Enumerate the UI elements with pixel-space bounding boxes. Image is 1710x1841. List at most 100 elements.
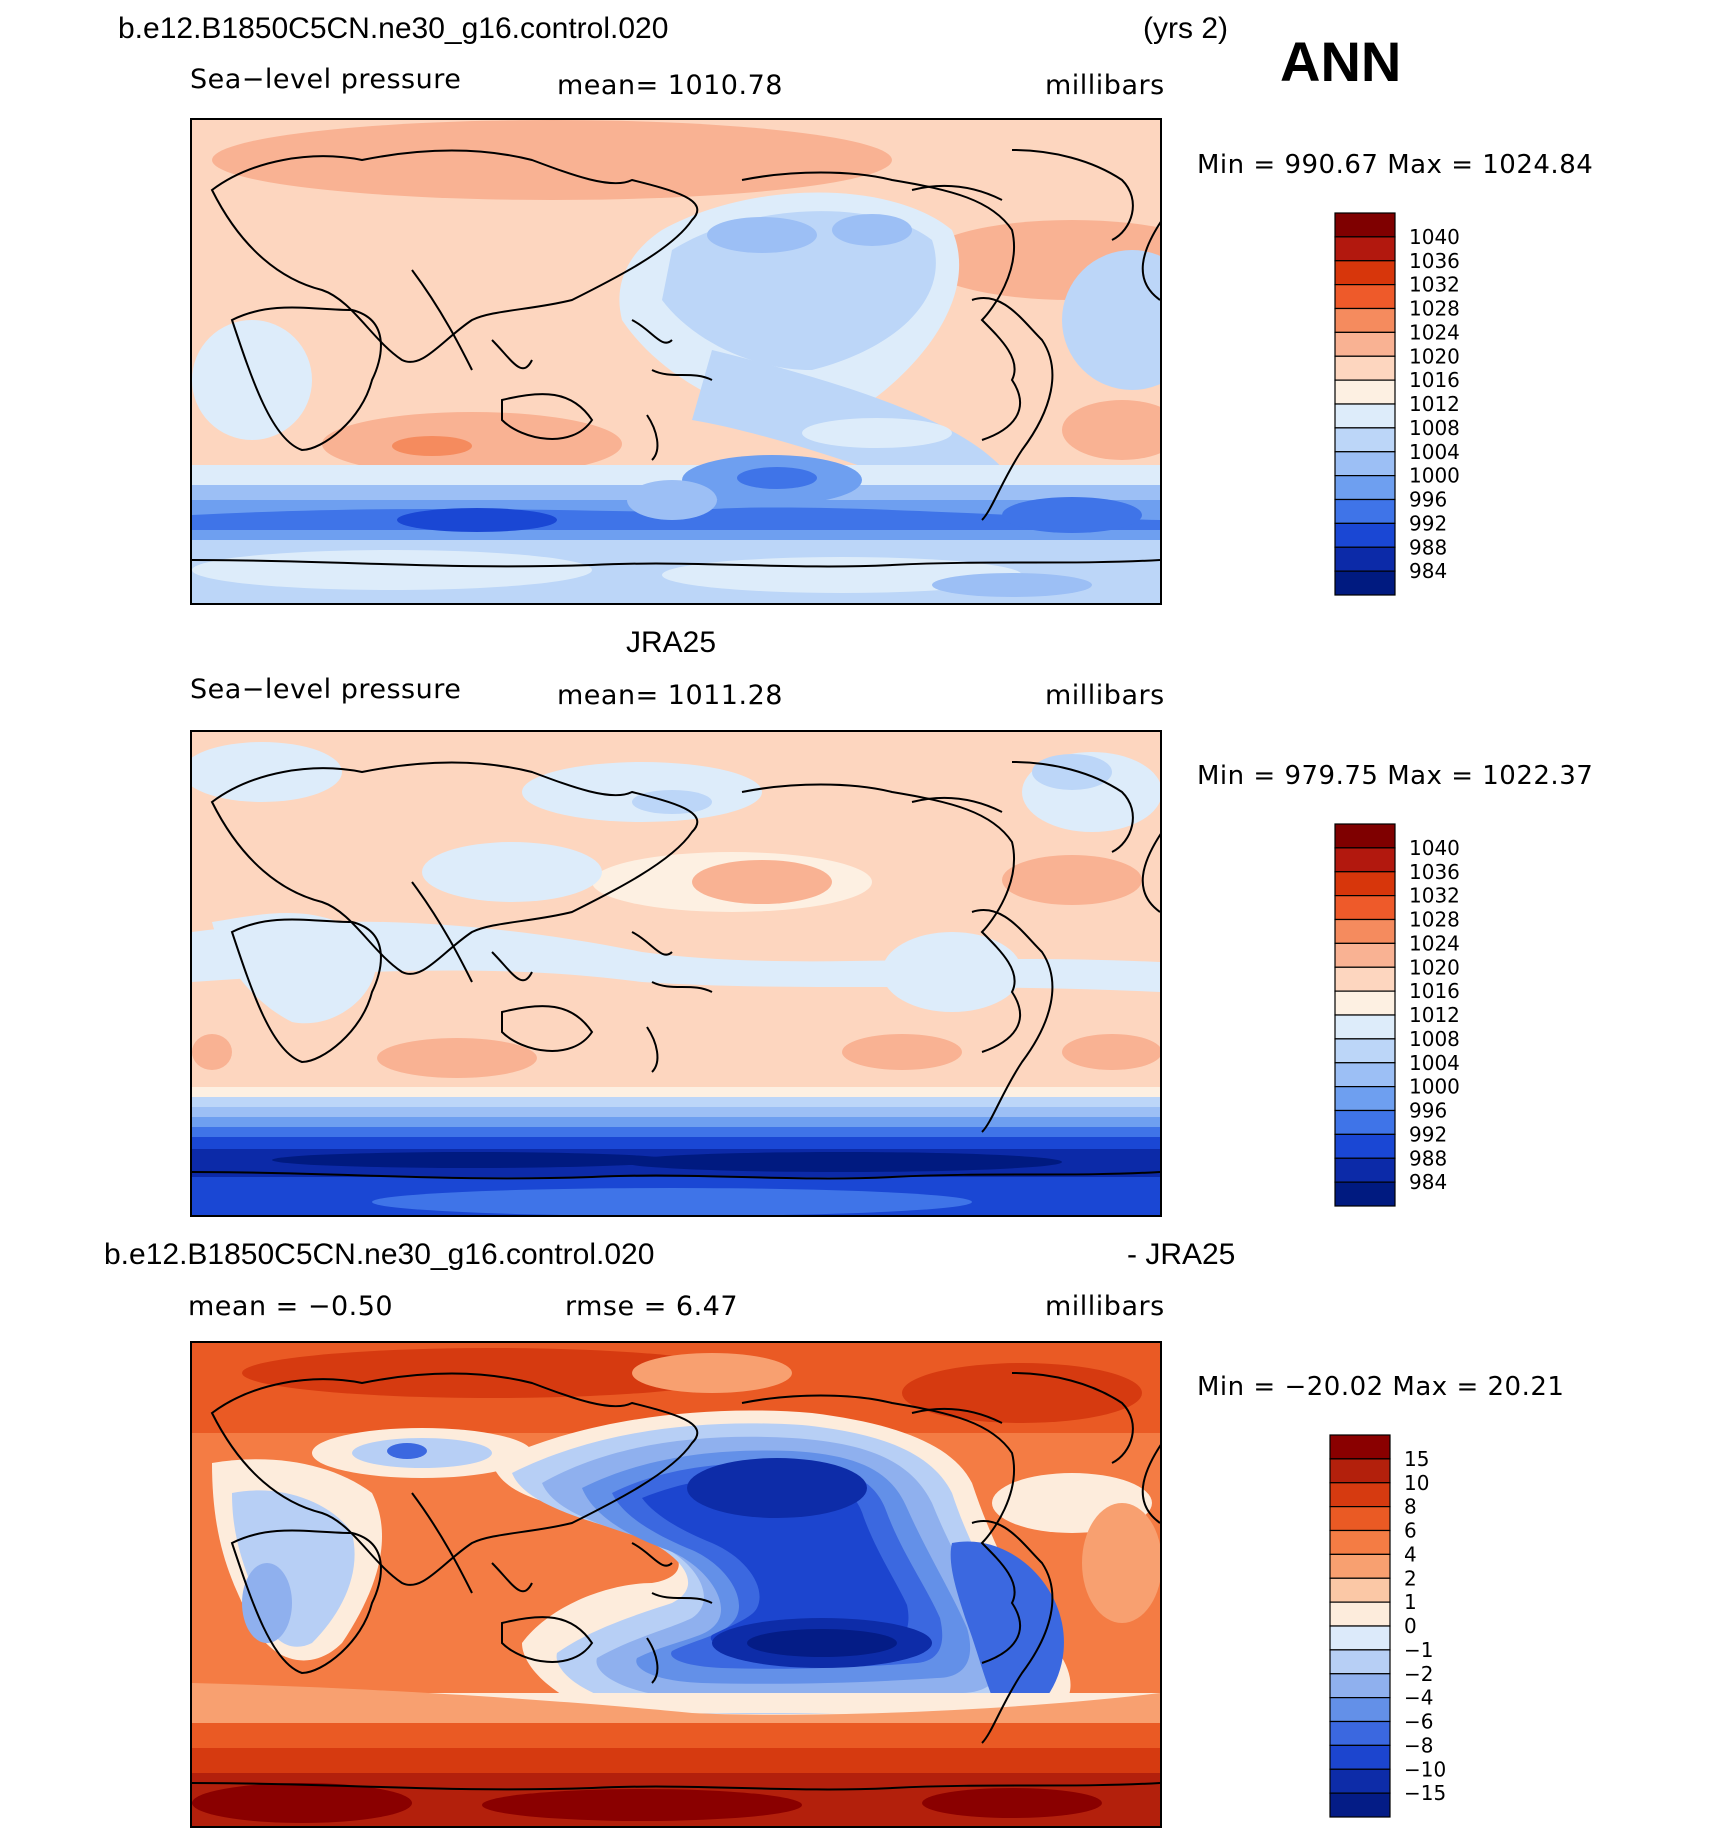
colorbar-tick-label: 1036 [1409, 860, 1460, 884]
colorbar-tick-label: 996 [1409, 1099, 1447, 1123]
colorbar-swatch [1329, 1553, 1391, 1579]
colorbar-tick-label: 1036 [1409, 249, 1460, 273]
colorbar-tick-label: 15 [1404, 1447, 1429, 1471]
colorbar-jra25-svg: 1040103610321028102410201016101210081004… [1334, 823, 1460, 1207]
colorbar-tick-label: 1032 [1409, 884, 1460, 908]
panel2-variable: Sea−level pressure [190, 674, 462, 705]
season-label: ANN [1280, 30, 1402, 93]
colorbar-tick-label: 1020 [1409, 955, 1460, 979]
colorbar-tick-label: 1040 [1409, 836, 1460, 860]
colorbar-swatch [1329, 1625, 1391, 1651]
colorbar-swatch [1334, 570, 1396, 596]
panel3-rmse: rmse = 6.47 [565, 1291, 739, 1322]
colorbar-tick-label: 1028 [1409, 908, 1460, 932]
coastlines [192, 761, 1160, 1180]
map-panel-jra25 [190, 730, 1162, 1217]
colorbar-swatch [1329, 1458, 1391, 1484]
colorbar-tick-label: −8 [1404, 1733, 1433, 1757]
colorbar-swatch [1329, 1744, 1391, 1770]
panel2-units: millibars [1045, 680, 1165, 711]
colorbar-swatch [1334, 498, 1396, 524]
panel2-case-title: JRA25 [626, 626, 717, 659]
colorbar-swatch [1329, 1577, 1391, 1603]
colorbar-swatch [1334, 871, 1396, 897]
colorbar-tick-label: 1 [1404, 1590, 1417, 1614]
colorbar-tick-label: 1032 [1409, 273, 1460, 297]
colorbar-tick-label: −6 [1404, 1710, 1433, 1734]
colorbar-tick-label: −10 [1404, 1757, 1446, 1781]
panel2-minmax: Min = 979.75 Max = 1022.37 [1197, 761, 1594, 791]
colorbar-swatch [1334, 522, 1396, 548]
colorbar-tick-label: 1000 [1409, 1075, 1460, 1099]
colorbar-swatch [1329, 1601, 1391, 1627]
colorbar-tick-label: 996 [1409, 488, 1447, 512]
colorbar-swatch [1334, 427, 1396, 453]
colorbar-swatch [1329, 1434, 1391, 1460]
colorbar-swatch [1334, 355, 1396, 381]
colorbar-swatch [1329, 1506, 1391, 1532]
colorbar-swatch [1334, 990, 1396, 1016]
colorbar-tick-label: 992 [1409, 511, 1447, 535]
colorbar-swatch [1329, 1792, 1391, 1818]
colorbar-tick-label: 1008 [1409, 416, 1460, 440]
colorbar-tick-label: 1012 [1409, 392, 1460, 416]
colorbar-swatch [1334, 1014, 1396, 1040]
panel3-units: millibars [1045, 1291, 1165, 1322]
panel1-units: millibars [1045, 70, 1165, 101]
colorbar-tick-label: 2 [1404, 1566, 1417, 1590]
colorbar-tick-label: 984 [1409, 1170, 1447, 1194]
coastlines [192, 149, 1160, 568]
colorbar-swatch [1334, 212, 1396, 238]
colorbar-tick-label: 984 [1409, 559, 1447, 583]
colorbar-model-svg: 1040103610321028102410201016101210081004… [1334, 212, 1460, 596]
panel3-mean: mean = −0.50 [188, 1291, 394, 1322]
colorbar-tick-label: 992 [1409, 1122, 1447, 1146]
colorbar-swatch [1334, 895, 1396, 921]
colorbar-swatch [1334, 1157, 1396, 1183]
colorbar-swatch [1334, 1133, 1396, 1159]
colorbar-swatch [1334, 1109, 1396, 1135]
colorbar-tick-label: 1020 [1409, 344, 1460, 368]
colorbar-tick-label: 8 [1404, 1495, 1417, 1519]
colorbar-swatch [1334, 918, 1396, 944]
colorbar-swatch [1334, 1181, 1396, 1207]
colorbar-swatch [1334, 823, 1396, 849]
colorbar-tick-label: 1000 [1409, 464, 1460, 488]
colorbar-swatch [1334, 331, 1396, 357]
jra25-slp-field [192, 732, 1160, 1215]
colorbar-swatch [1329, 1529, 1391, 1555]
map-panel-difference [190, 1341, 1162, 1828]
panel1-mean: mean= 1010.78 [557, 70, 783, 101]
difference-slp-field [192, 1343, 1160, 1826]
colorbar-swatch [1334, 236, 1396, 262]
colorbar-swatch [1334, 284, 1396, 310]
colorbar-tick-label: 1024 [1409, 931, 1460, 955]
colorbar-model: 1040 1036 1032 1028 1024 1020 1016 1012 1008 1004… [1334, 212, 1484, 596]
colorbar-swatch [1329, 1482, 1391, 1508]
colorbar-tick-label: 1004 [1409, 440, 1460, 464]
colorbar-swatch [1334, 1038, 1396, 1064]
colorbar-swatch [1329, 1673, 1391, 1699]
colorbar-swatch [1334, 451, 1396, 477]
colorbar-swatch [1334, 942, 1396, 968]
colorbar-tick-label: 0 [1404, 1614, 1417, 1638]
colorbar-tick-label: 1040 [1409, 225, 1460, 249]
colorbar-tick-label: −4 [1404, 1686, 1433, 1710]
colorbar-difference: 15 10 8 6 4 2 1 0 −1 −2 −4 −6 −8 −10 −15 [1329, 1434, 1479, 1818]
colorbar-swatch [1329, 1649, 1391, 1675]
colorbar-swatch [1334, 307, 1396, 333]
colorbar-tick-label: 1012 [1409, 1003, 1460, 1027]
colorbar-swatch [1334, 1062, 1396, 1088]
colorbar-swatch [1329, 1720, 1391, 1746]
colorbar-swatch [1334, 966, 1396, 992]
colorbar-tick-label: −15 [1404, 1781, 1446, 1805]
colorbar-swatch [1334, 546, 1396, 572]
colorbar-swatch [1334, 403, 1396, 429]
colorbar-swatch [1334, 379, 1396, 405]
colorbar-swatch [1334, 475, 1396, 501]
colorbar-swatch [1334, 260, 1396, 286]
panel3-case-title: b.e12.B1850C5CN.ne30_g16.control.020 [104, 1238, 655, 1271]
coastlines [192, 1372, 1160, 1791]
colorbar-tick-label: 988 [1409, 535, 1447, 559]
